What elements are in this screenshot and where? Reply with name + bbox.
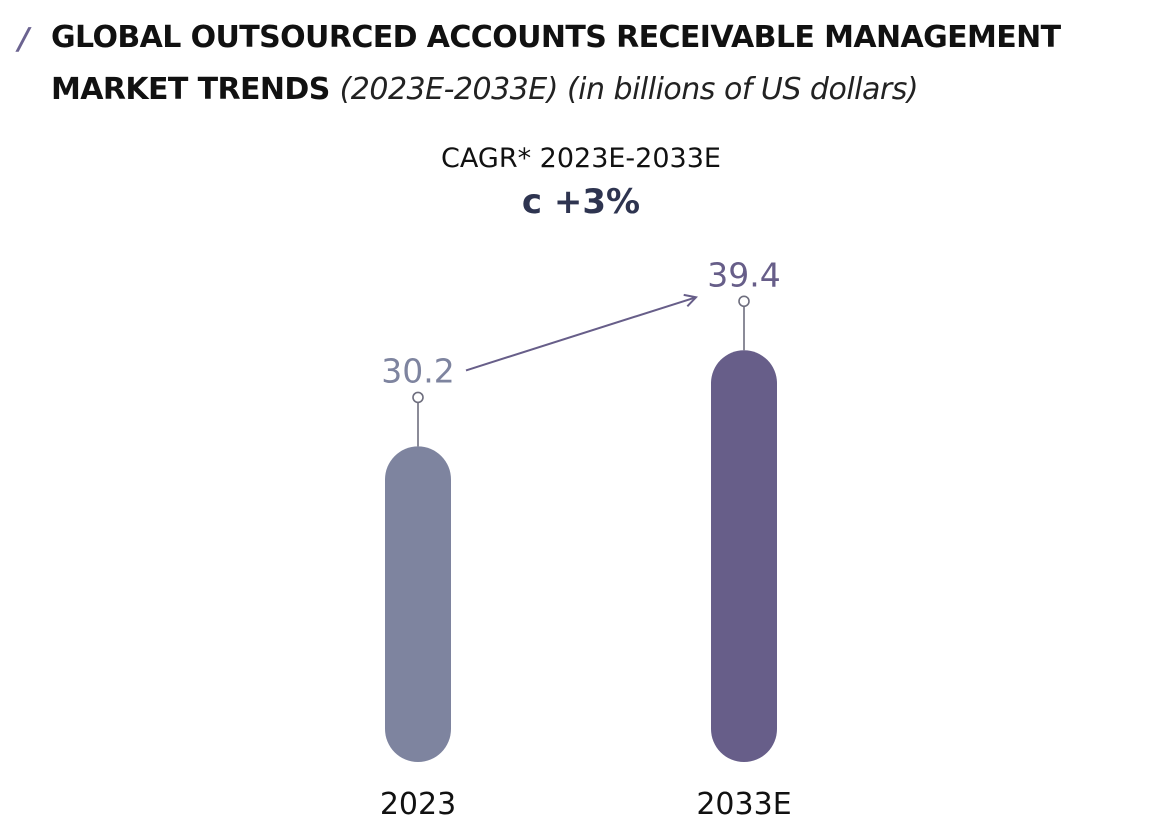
cagr-label: CAGR* 2023E-2033E — [441, 143, 721, 174]
title-line-1: GLOBAL OUTSOURCED ACCOUNTS RECEIVABLE MA… — [51, 20, 1061, 55]
chart-subtitle: (2023E-2033E) (in billions of US dollars… — [339, 72, 919, 107]
x-tick-label-2033E: 2033E — [696, 787, 791, 822]
value-marker-2033E — [738, 295, 750, 308]
value-marker-2023 — [412, 391, 424, 404]
x-tick-label-2023: 2023 — [380, 787, 456, 822]
bars-group: 30.2 2023 39.4 2033E — [380, 255, 792, 822]
data-label-2033E: 39.4 — [707, 255, 780, 294]
bar-2023 — [385, 446, 451, 762]
data-label-2023: 30.2 — [381, 351, 454, 390]
cagr-value: c +3% — [522, 182, 640, 222]
title-line-2: MARKET TRENDS (2023E-2033E) (in billions… — [51, 72, 919, 107]
bar-2033E — [711, 350, 777, 762]
growth-arrow — [465, 297, 696, 372]
title-line-2-text: MARKET TRENDS — [51, 72, 330, 107]
